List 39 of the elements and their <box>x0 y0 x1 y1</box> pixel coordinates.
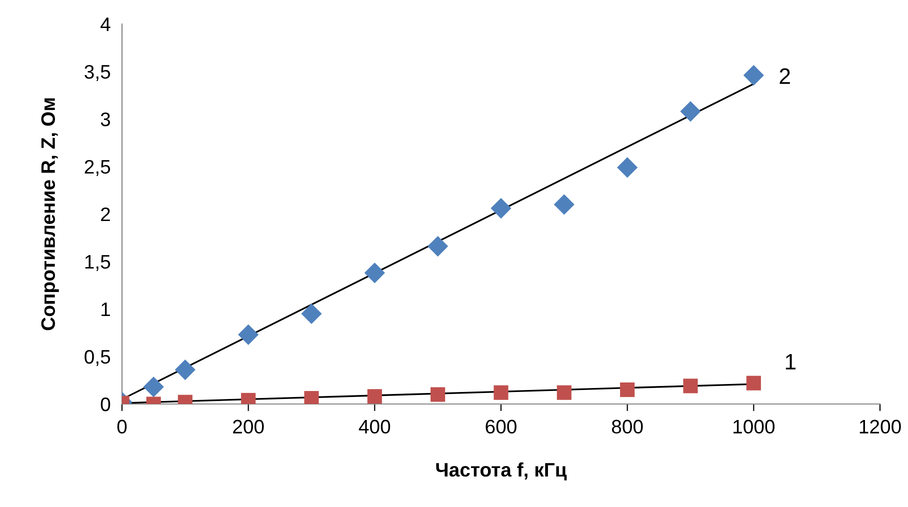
annotation: 1 <box>786 354 796 370</box>
y-tick-label: 0 <box>100 397 110 412</box>
x-tick-label: 1200 <box>860 420 901 434</box>
point <box>174 360 196 380</box>
x-tick-label: 200 <box>233 420 264 434</box>
y-tick-label: 3,5 <box>84 64 110 82</box>
y-tick-label: 1,5 <box>85 255 110 272</box>
point <box>430 387 446 402</box>
point <box>620 382 635 398</box>
point <box>494 385 508 400</box>
point <box>556 385 572 400</box>
x-tick-label: 600 <box>486 420 516 434</box>
point <box>683 378 698 394</box>
y-tick-label: 2,5 <box>84 160 110 176</box>
y-tick-label: 4 <box>100 18 110 32</box>
point <box>304 391 319 404</box>
x-tick-label: 400 <box>358 420 390 434</box>
point <box>743 65 764 86</box>
y-tick-label: 1 <box>102 302 110 316</box>
x-tick-label: 0 <box>117 420 127 434</box>
y-axis-title: Сопротивление R, Z, Ом <box>41 98 59 330</box>
point <box>746 376 761 390</box>
point <box>301 303 322 324</box>
point <box>143 376 164 398</box>
point <box>490 198 512 219</box>
point <box>364 262 385 284</box>
point <box>617 157 638 178</box>
point <box>367 389 382 404</box>
x-tick-label: 800 <box>612 420 643 434</box>
x-tick-label: 1000 <box>734 420 775 434</box>
point <box>428 236 448 257</box>
point <box>238 324 259 345</box>
point <box>554 194 574 215</box>
y-tick-label: 2 <box>101 207 110 222</box>
annotation: 2 <box>780 68 790 84</box>
x-axis-title: Частота f, кГц <box>436 462 567 480</box>
y-tick-label: 3 <box>100 112 110 126</box>
point <box>680 101 701 122</box>
y-tick-label: 0,5 <box>84 350 110 366</box>
